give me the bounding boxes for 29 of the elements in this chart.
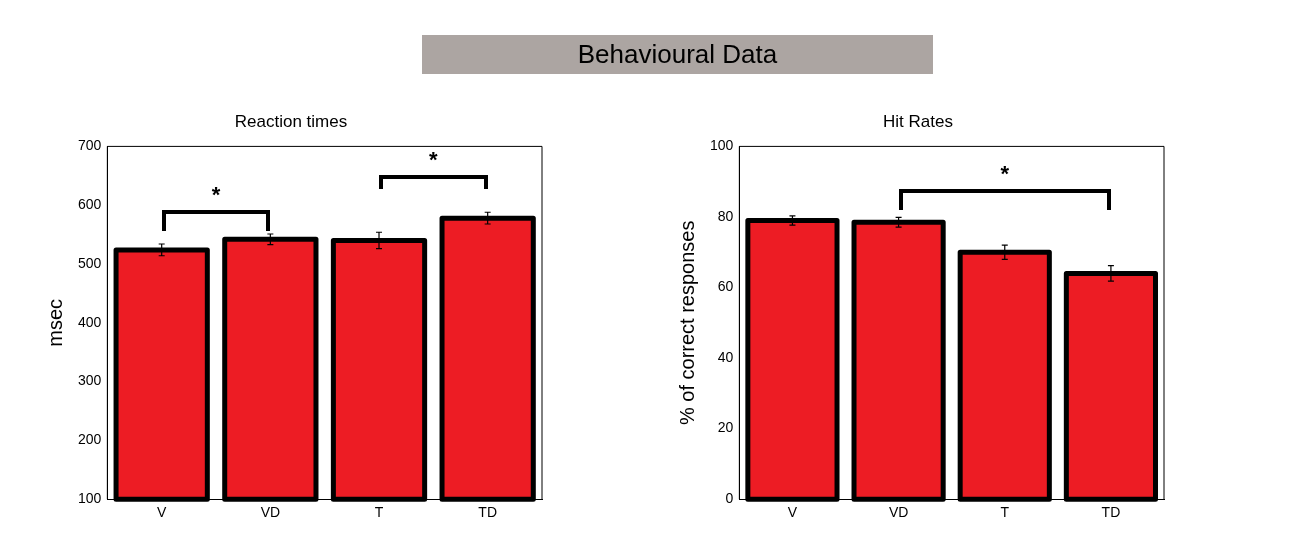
- chart-title: Reaction times: [234, 111, 348, 131]
- y-tick-label: 300: [78, 372, 102, 389]
- x-tick-label: V: [157, 504, 168, 521]
- y-tick-label: 400: [78, 313, 102, 330]
- y-tick-label: 600: [78, 196, 102, 213]
- text: Behavioural Data: [422, 35, 933, 74]
- y-tick-label: 200: [78, 431, 102, 448]
- chart-title: Hit Rates: [883, 111, 953, 131]
- x-tick-label: VD: [260, 504, 281, 521]
- x-tick-label: VD: [888, 504, 909, 521]
- y-tick-label: 40: [717, 348, 734, 365]
- y-tick-label: 60: [717, 278, 734, 295]
- y-tick-label: 700: [78, 137, 102, 154]
- y-tick-label: 20: [717, 419, 734, 436]
- x-tick-label: T: [374, 504, 384, 521]
- x-tick-label: TD: [478, 504, 498, 521]
- y-tick-label: 80: [717, 207, 734, 224]
- y-axis-title: % of correct responses: [675, 220, 698, 426]
- x-tick-label: V: [787, 504, 798, 521]
- y-axis-title: msec: [43, 298, 66, 347]
- x-tick-label: TD: [1101, 504, 1121, 521]
- x-tick-label: T: [1000, 504, 1010, 521]
- y-tick-label: 100: [710, 137, 734, 154]
- y-tick-label: 100: [78, 490, 102, 507]
- annotation: *: [1000, 160, 1010, 187]
- annotation: *: [211, 181, 221, 208]
- y-tick-label: 0: [725, 490, 734, 507]
- y-tick-label: 500: [78, 254, 102, 271]
- annotation: *: [429, 146, 438, 173]
